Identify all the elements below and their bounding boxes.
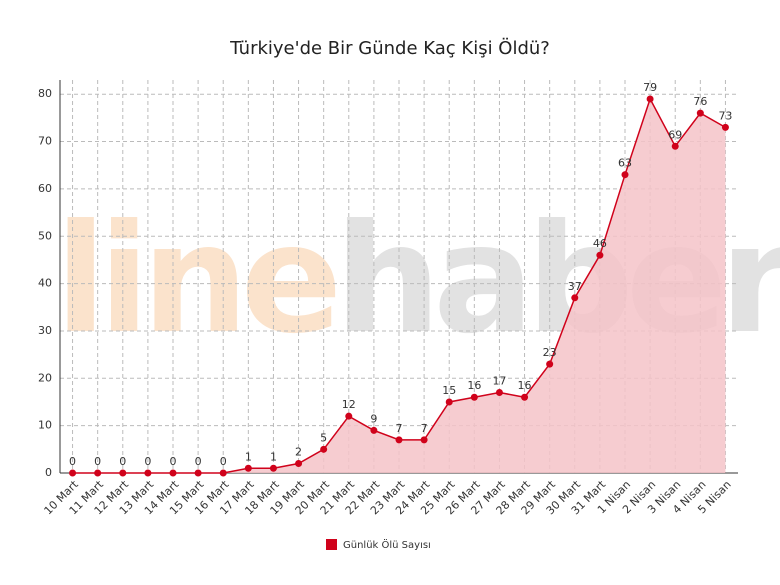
y-tick-label: 70 bbox=[38, 135, 52, 148]
data-point bbox=[194, 469, 202, 477]
data-label: 2 bbox=[295, 446, 302, 459]
data-label: 0 bbox=[144, 455, 151, 468]
data-label: 0 bbox=[69, 455, 76, 468]
data-label: 0 bbox=[94, 455, 101, 468]
y-tick-label: 80 bbox=[38, 87, 52, 100]
data-point bbox=[395, 436, 403, 444]
data-point bbox=[495, 389, 503, 397]
data-point bbox=[94, 469, 102, 477]
data-point bbox=[169, 469, 177, 477]
data-label: 17 bbox=[492, 375, 506, 388]
chart-title: Türkiye'de Bir Günde Kaç Kişi Öldü? bbox=[229, 37, 550, 59]
data-label: 16 bbox=[467, 379, 481, 392]
data-point bbox=[646, 95, 654, 103]
data-point bbox=[219, 469, 227, 477]
data-point bbox=[621, 171, 629, 179]
data-point bbox=[345, 412, 353, 420]
data-point bbox=[320, 445, 328, 453]
watermark-part: line bbox=[55, 193, 336, 367]
data-point bbox=[596, 251, 604, 259]
data-point bbox=[696, 109, 704, 117]
data-point bbox=[521, 393, 529, 401]
data-point bbox=[420, 436, 428, 444]
data-label: 1 bbox=[270, 450, 277, 463]
data-point bbox=[470, 393, 478, 401]
data-label: 0 bbox=[220, 455, 227, 468]
data-label: 0 bbox=[170, 455, 177, 468]
y-tick-label: 50 bbox=[38, 229, 52, 242]
y-tick-label: 40 bbox=[38, 277, 52, 290]
data-point bbox=[244, 464, 252, 472]
data-point bbox=[571, 294, 579, 302]
y-tick-label: 10 bbox=[38, 419, 52, 432]
data-point bbox=[69, 469, 77, 477]
data-label: 69 bbox=[668, 128, 682, 141]
data-label: 5 bbox=[320, 431, 327, 444]
data-label: 16 bbox=[518, 379, 532, 392]
legend-label: Günlük Ölü Sayısı bbox=[343, 538, 431, 551]
data-label: 7 bbox=[396, 422, 403, 435]
data-point bbox=[269, 464, 277, 472]
data-label: 0 bbox=[119, 455, 126, 468]
data-point bbox=[721, 123, 729, 131]
data-point bbox=[144, 469, 152, 477]
data-point bbox=[671, 142, 679, 150]
data-label: 12 bbox=[342, 398, 356, 411]
y-tick-label: 0 bbox=[45, 466, 52, 479]
y-tick-label: 20 bbox=[38, 371, 52, 384]
data-label: 63 bbox=[618, 157, 632, 170]
data-label: 79 bbox=[643, 81, 657, 94]
y-tick-label: 30 bbox=[38, 324, 52, 337]
y-tick-label: 60 bbox=[38, 182, 52, 195]
data-label: 9 bbox=[370, 412, 377, 425]
data-label: 73 bbox=[718, 109, 732, 122]
data-label: 37 bbox=[568, 280, 582, 293]
data-label: 7 bbox=[421, 422, 428, 435]
data-label: 23 bbox=[543, 346, 557, 359]
data-point bbox=[295, 460, 303, 468]
legend-swatch bbox=[326, 539, 337, 550]
data-label: 76 bbox=[693, 95, 707, 108]
data-point bbox=[119, 469, 127, 477]
data-label: 15 bbox=[442, 384, 456, 397]
area bbox=[72, 98, 726, 473]
data-label: 1 bbox=[245, 450, 252, 463]
data-point bbox=[445, 398, 453, 406]
data-point bbox=[546, 360, 554, 368]
data-point bbox=[370, 426, 378, 434]
data-label: 46 bbox=[593, 237, 607, 250]
data-label: 0 bbox=[195, 455, 202, 468]
